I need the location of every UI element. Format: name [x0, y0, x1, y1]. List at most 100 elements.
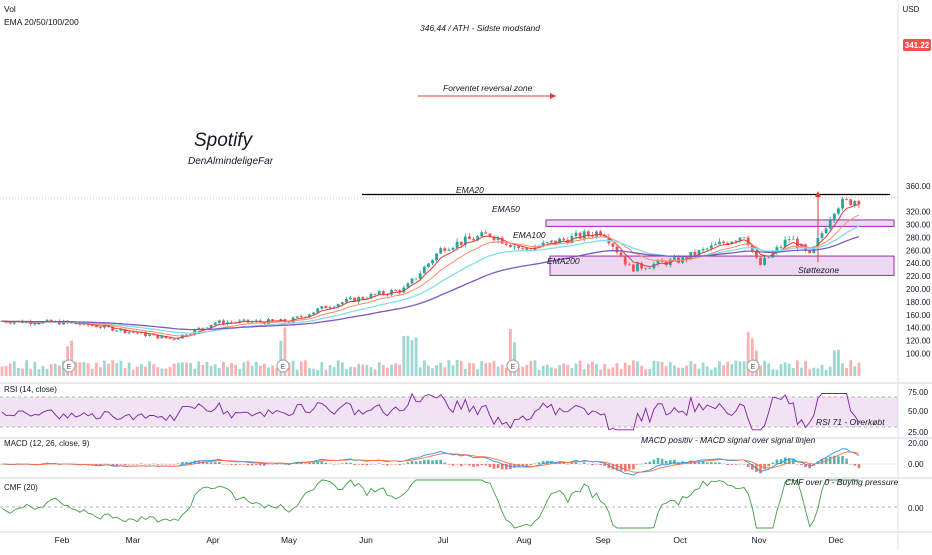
- macd-histogram-bar: [386, 464, 389, 466]
- candle-body: [521, 248, 525, 249]
- volume-bar: [664, 366, 668, 376]
- volume-bar: [689, 361, 693, 376]
- candle-body: [238, 320, 242, 323]
- volume-bar: [369, 367, 373, 376]
- candle-body: [496, 237, 500, 241]
- reversal-annotation: Forventet reversal zone: [443, 83, 533, 93]
- volume-bar: [611, 367, 615, 376]
- volume-bar: [816, 368, 820, 376]
- macd-histogram-bar: [492, 464, 496, 469]
- volume-bar: [135, 366, 139, 376]
- volume-bar: [759, 365, 762, 376]
- macd-histogram-bar: [722, 463, 725, 465]
- earnings-marker[interactable]: E: [506, 359, 520, 373]
- macd-histogram-bar: [275, 464, 278, 465]
- macd-histogram-bar: [644, 462, 647, 464]
- candle-body: [718, 241, 721, 245]
- candle-body: [332, 306, 336, 308]
- candle-body: [197, 327, 201, 330]
- candle-body: [779, 247, 783, 248]
- macd-histogram-bar: [320, 461, 324, 464]
- macd-histogram-bar: [472, 464, 475, 467]
- earnings-markers[interactable]: E E E E: [62, 359, 760, 373]
- volume-bar: [791, 368, 795, 376]
- macd-tick-0: 0.00: [908, 460, 924, 469]
- macd-histogram-bar: [751, 464, 754, 470]
- earnings-marker[interactable]: E: [746, 359, 760, 373]
- volume-bar: [41, 365, 45, 376]
- candle-body: [74, 322, 78, 325]
- candle-body: [295, 316, 299, 318]
- candle-body: [324, 306, 328, 309]
- currency-label: USD: [903, 5, 920, 14]
- candle-body: [45, 319, 49, 322]
- volume-bar: [484, 363, 488, 376]
- volume-bar: [582, 369, 586, 376]
- volume-bar: [550, 367, 553, 376]
- earnings-marker[interactable]: E: [276, 359, 290, 373]
- volume-bar: [90, 369, 94, 376]
- macd-histogram-bar: [283, 464, 287, 465]
- volume-bar: [693, 363, 697, 376]
- volume-bar: [435, 365, 438, 376]
- macd-histogram-bar: [99, 464, 102, 465]
- rsi-title: RSI (14, close): [4, 385, 57, 394]
- volume-bar: [574, 363, 578, 376]
- volume-bar: [37, 369, 41, 376]
- volume-bar: [742, 361, 746, 376]
- volume-bar: [74, 361, 78, 376]
- candle-body: [759, 257, 762, 265]
- volume-bar: [181, 362, 184, 376]
- volume-bar: [730, 364, 734, 376]
- volume-bar: [291, 360, 295, 376]
- volume-bar: [767, 363, 771, 376]
- volume-bar: [144, 366, 147, 376]
- candle-body: [451, 247, 455, 250]
- macd-histogram-bar: [804, 464, 807, 468]
- candle-body: [427, 263, 430, 267]
- candle-body: [49, 319, 53, 323]
- candle-body: [611, 243, 615, 247]
- volume-bar: [726, 361, 730, 376]
- earnings-marker[interactable]: E: [62, 359, 76, 373]
- volume-bar: [148, 361, 151, 376]
- volume-bar: [172, 363, 176, 376]
- volume-bar: [623, 362, 627, 376]
- rsi-note: RSI 71 - Overkøbt: [816, 417, 885, 427]
- macd-histogram-bar: [234, 464, 237, 466]
- candle-body: [402, 287, 406, 293]
- ema100-line: [1, 225, 860, 334]
- candle-body: [185, 334, 188, 336]
- candle-body: [37, 323, 41, 325]
- macd-histogram-bar: [787, 458, 791, 464]
- macd-histogram-bar: [660, 458, 664, 464]
- candle-body: [586, 231, 590, 235]
- macd-histogram-bar: [578, 463, 582, 465]
- volume-bar: [640, 365, 643, 376]
- volume-bar: [258, 365, 262, 376]
- macd-histogram-bar: [603, 464, 606, 467]
- macd-histogram-bar: [226, 464, 229, 465]
- macd-histogram-bar: [443, 462, 447, 464]
- macd-histogram-bar: [172, 464, 176, 465]
- macd-histogram-bar: [263, 464, 266, 466]
- volume-bar: [254, 361, 258, 376]
- macd-histogram-bar: [767, 464, 770, 467]
- candle-body: [459, 241, 463, 245]
- macd-histogram-bar: [115, 464, 119, 466]
- macd-histogram-bar: [160, 463, 164, 465]
- candle-body: [345, 298, 348, 303]
- time-axis[interactable]: Feb Mar Apr May Jun Jul Aug Sep Oct Nov …: [55, 535, 845, 545]
- volume-bar: [193, 368, 197, 376]
- volume-bar: [279, 340, 283, 376]
- candle-body: [271, 319, 274, 321]
- volume-bar: [275, 368, 279, 376]
- candle-body: [373, 293, 377, 295]
- volume-bar: [796, 360, 799, 376]
- volume-bar: [222, 361, 225, 376]
- volume-bar: [439, 362, 443, 376]
- price-axis[interactable]: 100.00 120.00 140.00 160.00 180.00 200.00 220.…: [906, 182, 931, 359]
- candle-body: [8, 322, 12, 324]
- volume-bar: [427, 365, 430, 376]
- volume-bar: [226, 367, 229, 376]
